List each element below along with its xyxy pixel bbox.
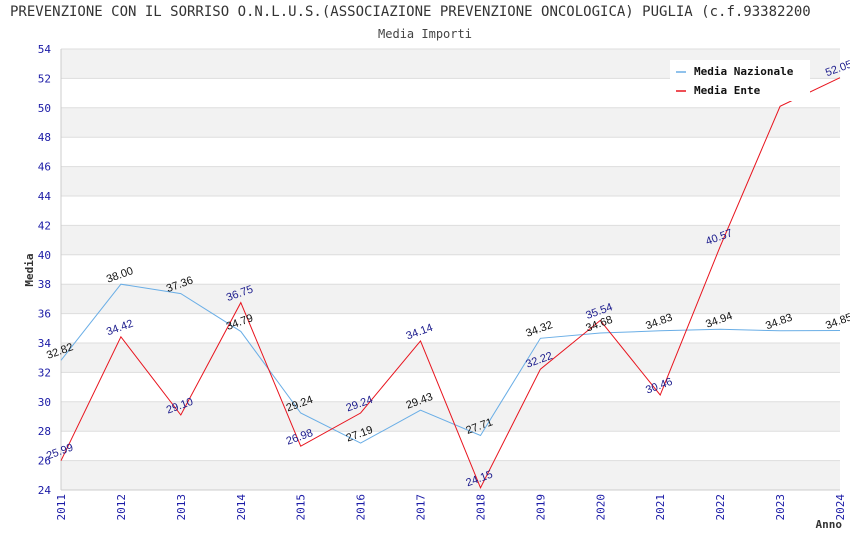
x-tick-label: 2023 bbox=[774, 494, 787, 521]
grid-band bbox=[61, 225, 840, 255]
y-tick-label: 28 bbox=[38, 425, 51, 438]
y-tick-label: 36 bbox=[38, 308, 51, 321]
legend-label-media-ente: Media Ente bbox=[694, 84, 761, 97]
grid-band bbox=[61, 284, 840, 314]
data-label-media-ente: 25.99 bbox=[45, 442, 75, 463]
chart-subtitle: Media Importi bbox=[378, 27, 472, 41]
series-line-media-ente bbox=[60, 77, 841, 490]
x-tick-label: 2014 bbox=[235, 494, 248, 521]
data-label-media-nazionale: 34.79 bbox=[225, 312, 255, 333]
y-tick-label: 54 bbox=[38, 43, 52, 56]
y-tick-label: 38 bbox=[38, 278, 51, 291]
data-label-media-ente: 34.42 bbox=[105, 318, 135, 339]
y-axis-ticks: 24 26 28 30 32 34 36 38 40 42 44 46 48 50 52 54 bbox=[38, 43, 52, 497]
x-tick-label: 2012 bbox=[115, 494, 128, 521]
x-tick-label: 2013 bbox=[175, 494, 188, 521]
x-tick-label: 2017 bbox=[415, 494, 428, 521]
data-label-media-nazionale: 34.85 bbox=[824, 311, 850, 332]
y-tick-label: 32 bbox=[38, 366, 51, 379]
x-tick-label: 2022 bbox=[714, 494, 727, 521]
series-lines bbox=[60, 77, 841, 490]
data-label-media-nazionale: 34.32 bbox=[524, 319, 554, 340]
data-label-media-nazionale: 34.83 bbox=[764, 312, 794, 333]
x-tick-label: 2020 bbox=[594, 494, 607, 521]
grid-band bbox=[61, 343, 840, 373]
axes bbox=[60, 49, 840, 491]
x-tick-label: 2018 bbox=[474, 494, 487, 521]
x-axis-label: Anno bbox=[816, 518, 843, 531]
y-axis-label: Media bbox=[23, 253, 36, 286]
grid-bands bbox=[61, 49, 840, 490]
y-tick-label: 48 bbox=[38, 131, 51, 144]
grid-band bbox=[61, 166, 840, 196]
grid-band bbox=[61, 107, 840, 138]
y-tick-label: 52 bbox=[38, 72, 51, 85]
chart-title: PREVENZIONE CON IL SORRISO O.N.L.U.S.(AS… bbox=[10, 4, 811, 20]
y-tick-label: 30 bbox=[38, 396, 51, 409]
x-tick-label: 2015 bbox=[295, 494, 308, 521]
x-tick-label: 2024 bbox=[834, 494, 847, 521]
grid-band bbox=[61, 460, 840, 490]
y-tick-label: 24 bbox=[38, 484, 52, 497]
y-tick-label: 50 bbox=[38, 102, 51, 115]
y-tick-label: 42 bbox=[38, 219, 51, 232]
series-line-media-nazionale bbox=[60, 283, 841, 444]
x-tick-label: 2011 bbox=[55, 494, 68, 521]
y-tick-label: 26 bbox=[38, 455, 51, 468]
data-label-media-ente: 34.14 bbox=[405, 322, 435, 343]
data-label-media-nazionale: 38.00 bbox=[105, 265, 135, 286]
y-tick-label: 44 bbox=[38, 190, 52, 203]
x-axis-ticks: 2011 2012 2013 2014 2015 2016 2017 2018 2019 2020… bbox=[55, 494, 847, 521]
x-tick-label: 2019 bbox=[534, 494, 547, 521]
grid-band bbox=[61, 401, 840, 432]
legend-label-media-nazionale: Media Nazionale bbox=[694, 65, 794, 78]
y-tick-label: 34 bbox=[38, 337, 52, 350]
x-tick-label: 2016 bbox=[355, 494, 368, 521]
y-tick-label: 40 bbox=[38, 249, 51, 262]
y-tick-label: 46 bbox=[38, 161, 51, 174]
legend: Media Nazionale Media Ente bbox=[670, 60, 810, 101]
data-label-media-nazionale: 34.83 bbox=[644, 312, 674, 333]
x-tick-label: 2021 bbox=[654, 494, 667, 521]
